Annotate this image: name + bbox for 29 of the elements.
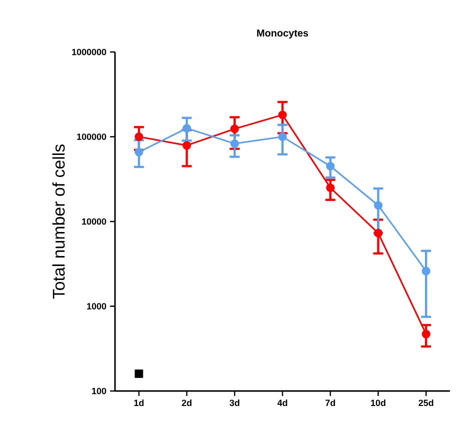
- chart-title: Monocytes: [257, 30, 308, 39]
- point: [422, 330, 430, 338]
- point: [278, 110, 287, 120]
- x-tick-label: 1d: [134, 399, 144, 406]
- point: [326, 183, 335, 192]
- x-tick-label: 4d: [277, 399, 288, 406]
- y-tick-label: 1000: [87, 303, 106, 310]
- y-tick-label: 100: [92, 388, 106, 394]
- x-tick-label: 2d: [182, 399, 192, 406]
- point: [278, 132, 287, 142]
- point: [230, 139, 239, 148]
- x-tick-label: 10d: [371, 399, 386, 406]
- point: [326, 162, 335, 170]
- point: [230, 124, 239, 134]
- point: [134, 370, 144, 378]
- x-tick-label: 3d: [230, 399, 240, 406]
- point: [422, 266, 430, 276]
- y-axis-title: Total number of cells: [52, 144, 65, 299]
- point: [182, 124, 192, 133]
- x-tick-label: 7d: [326, 399, 335, 406]
- y-tick-label: 10000: [82, 218, 106, 225]
- point: [134, 148, 144, 156]
- y-tick-label: 100000: [77, 134, 106, 140]
- point: [134, 132, 144, 142]
- point: [182, 141, 192, 150]
- y-tick-label: 1000000: [72, 48, 106, 56]
- x-tick-label: 25d: [418, 399, 434, 406]
- point: [374, 201, 383, 210]
- point: [374, 228, 383, 238]
